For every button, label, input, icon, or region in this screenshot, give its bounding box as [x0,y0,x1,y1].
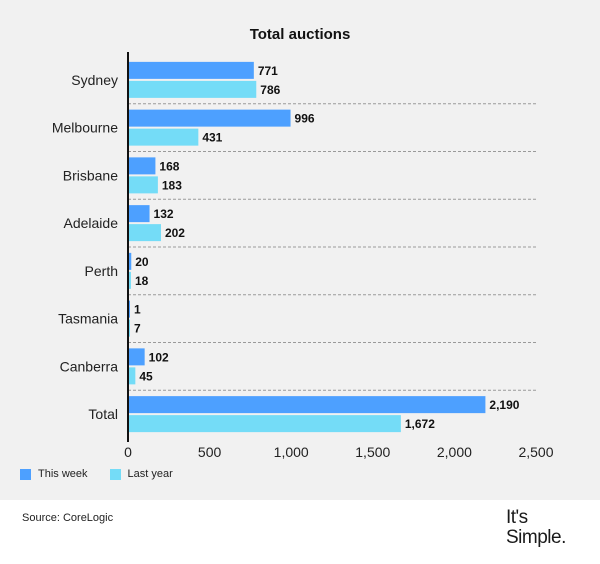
x-tick-label: 2,500 [518,444,553,460]
x-tick-label: 500 [198,444,222,460]
data-label: 1,672 [405,417,435,431]
logo-line-1: It's [506,507,528,528]
data-label: 2,190 [489,398,519,412]
category-label: Adelaide [64,215,119,231]
source-note: Source: CoreLogic [22,512,114,524]
bar-chart: Sydney 771 786 Melbourne 996 431 Brisbane 168 18… [52,52,554,460]
category-label: Sydney [71,72,118,88]
data-label: 168 [159,159,179,173]
bar-last-year [128,415,401,433]
category-label: Melbourne [52,120,118,136]
x-tick-label: 1,500 [355,444,390,460]
chart-title: Total auctions [249,26,351,43]
legend-swatch-last-year [109,468,121,480]
data-label: 202 [165,226,185,240]
bar-this-week [128,396,486,414]
data-label: 996 [295,112,315,126]
bar-this-week [128,157,156,175]
bar-last-year [128,271,131,289]
data-label: 7 [134,322,141,336]
legend-item-this-week: This week [20,468,88,480]
bar-last-year [128,224,161,242]
bar-this-week [128,252,132,270]
bar-this-week [128,61,254,79]
legend: This week Last year [20,468,195,480]
data-label: 771 [258,64,278,78]
data-label: 102 [149,350,169,364]
bar-last-year [128,80,257,98]
data-label: 132 [154,207,174,221]
chart-panel: Total auctions Sydney 771 786 Melbourne 996 4… [0,0,600,500]
category-label: Tasmania [58,311,118,327]
logo-line-2: Simple. [506,527,566,548]
x-tick-label: 2,000 [437,444,472,460]
category-label: Perth [85,263,118,279]
bar-this-week [128,109,291,127]
data-label: 1 [134,303,141,317]
data-label: 20 [135,255,149,269]
category-label: Canberra [60,358,119,374]
bar-last-year [128,176,158,194]
bar-last-year [128,128,199,146]
data-label: 183 [162,178,182,192]
legend-swatch-this-week [20,468,31,480]
x-tick-label: 1,000 [274,444,309,460]
category-label: Total [88,406,118,422]
data-label: 431 [202,131,222,145]
legend-item-last-year: Last year [109,468,173,480]
bar-this-week [128,348,145,366]
bar-this-week [128,205,150,223]
data-label: 45 [139,369,153,383]
legend-label-this-week: This week [38,468,88,480]
brand-logo: It's Simple. [506,508,586,554]
data-label: 786 [260,83,280,97]
x-tick-label: 0 [124,444,132,460]
bar-last-year [128,367,136,385]
data-label: 18 [135,274,149,288]
legend-label-last-year: Last year [127,468,173,480]
category-label: Brisbane [63,167,118,183]
